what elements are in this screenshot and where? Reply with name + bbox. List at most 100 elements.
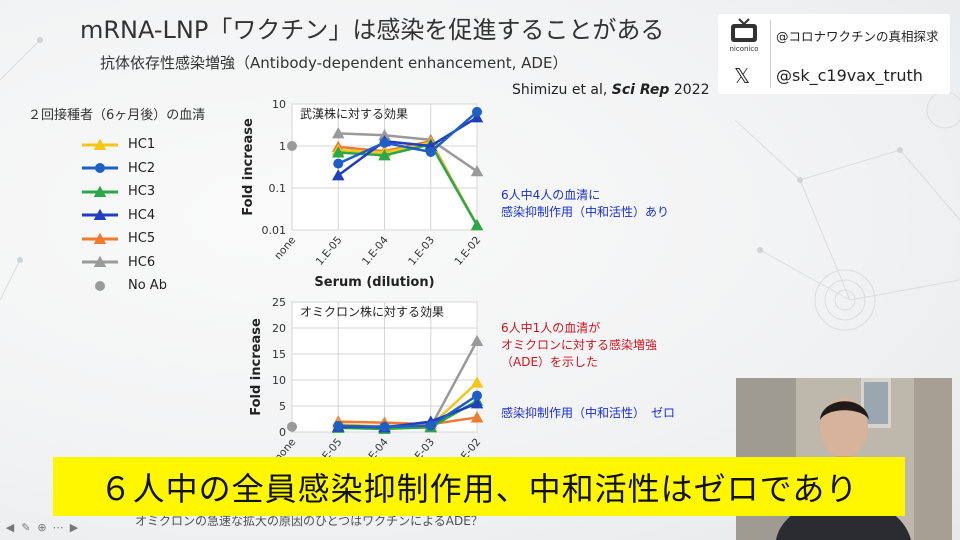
- legend-marker: [93, 185, 107, 197]
- legend-swatch: [95, 280, 105, 291]
- data-point: [333, 158, 344, 169]
- legend-label: HC2: [128, 160, 156, 176]
- data-point: [332, 127, 345, 139]
- legend-label: HC6: [128, 254, 156, 270]
- y-tick-label: 0: [279, 426, 286, 439]
- data-point: [379, 137, 390, 148]
- data-point: [333, 420, 344, 431]
- legend-title: ２回接種者（6ヶ月後）の血清: [28, 108, 206, 123]
- series-line-hc2: [337, 110, 478, 165]
- x-tick-label: 1.E-04: [360, 234, 391, 268]
- niconico-logo-text: niconico: [729, 45, 759, 53]
- x-logo-icon: 𝕏: [734, 64, 751, 88]
- prev-arrow-icon[interactable]: ◀: [5, 521, 15, 534]
- y-axis-label: Fold increase: [241, 118, 256, 216]
- legend-swatch: [82, 138, 118, 150]
- legend-label: No Ab: [128, 278, 167, 294]
- menu-icon[interactable]: ⋯: [52, 521, 64, 534]
- note-line: 6人中1人の血清が: [501, 321, 601, 335]
- x-handle: @sk_c19vax_truth: [776, 66, 923, 85]
- niconico-handle: @コロナワクチンの真相探求: [776, 29, 939, 44]
- niconico-logo: niconico: [724, 18, 764, 60]
- data-point: [470, 165, 484, 177]
- note-ade-1-of-6: 6人中1人の血清が オミクロンに対する感染増強 （ADE）を示した: [501, 320, 657, 371]
- legend-marker: [93, 209, 107, 221]
- data-point: [332, 169, 345, 181]
- legend-item: No Ab: [28, 274, 248, 298]
- legend-label: HC5: [128, 231, 156, 247]
- data-point: [470, 411, 484, 423]
- data-point: [378, 149, 391, 161]
- y-tick-label: 0.1: [269, 182, 287, 195]
- subtitle-caption: ６人中の全員感染抑制作用、中和活性はゼロであり: [53, 457, 905, 516]
- y-tick-label: 5: [279, 400, 286, 413]
- data-point: [425, 146, 436, 157]
- legend-swatch: [82, 256, 118, 268]
- slide-subtitle: 抗体依存性感染増強（Antibody-dependent enhancement…: [100, 54, 568, 72]
- data-point: [472, 390, 482, 401]
- zoom-icon[interactable]: ⊕: [37, 521, 47, 534]
- legend-item: HC5: [28, 227, 248, 251]
- wuhan-strain-chart: 10 1 0.1 0.01 none 1.E-05 1.E-04 1.E-03 1.E-02 Fo…: [240, 96, 500, 296]
- data-point: [472, 106, 482, 117]
- citation: Shimizu et al, Sci Rep 2022: [512, 82, 710, 98]
- chart-title: 武漢株に対する効果: [300, 106, 408, 121]
- y-tick-label: 10: [272, 98, 286, 111]
- legend-item: HC3: [28, 180, 248, 204]
- chart-title: オミクロン株に対する効果: [300, 304, 444, 319]
- pen-icon[interactable]: ✎: [21, 521, 31, 534]
- chart-legend: ２回接種者（6ヶ月後）の血清 HC1 HC2 HC3 HC4 HC5 HC6 No Ab: [28, 104, 248, 298]
- channel-branding: niconico @コロナワクチンの真相探求 𝕏 @sk_c19vax_trut…: [718, 14, 950, 94]
- y-tick-label: 1: [279, 140, 286, 153]
- y-tick-label: 0.01: [262, 224, 287, 237]
- x-tick-label: none: [272, 234, 298, 262]
- note-line: 感染抑制作用（中和活性）あり: [501, 205, 670, 219]
- tv-icon: [731, 18, 757, 42]
- data-point: [332, 146, 345, 158]
- note-line: 感染抑制作用（中和活性） ゼロ: [501, 406, 676, 420]
- note-line: オミクロンに対する感染増強: [501, 338, 658, 352]
- omicron-strain-chart: 25 20 15 10 5 0 none 1.E-05 1.E-04 1.E-03 1.E-02 Fo…: [240, 296, 500, 470]
- next-arrow-icon[interactable]: ▶: [69, 521, 79, 534]
- note-line: （ADE）を示した: [501, 355, 599, 369]
- slide-bottom-text: オミクロンの急速な拡大の原因のひとつはワクチンによるADE？: [135, 514, 483, 528]
- series-line-hc2: [338, 394, 478, 429]
- legend-item: HC4: [28, 204, 248, 228]
- legend-marker: [93, 256, 107, 268]
- series-line-hc6: [338, 132, 478, 173]
- legend-marker: [95, 280, 105, 291]
- caption-text: ６人中の全員感染抑制作用、中和活性はゼロであり: [99, 469, 859, 508]
- y-tick-label: 15: [272, 348, 286, 361]
- legend-marker: [93, 232, 107, 244]
- legend-items: HC1 HC2 HC3 HC4 HC5 HC6 No Ab: [28, 133, 248, 298]
- x-tick-label: 1.E-02: [452, 234, 483, 268]
- note-line: 6人中4人の血清に: [501, 188, 601, 202]
- note-neutralization-zero: 感染抑制作用（中和活性） ゼロ: [501, 405, 675, 422]
- x-axis-label: Serum (dilution): [314, 275, 434, 290]
- legend-item: HC6: [28, 251, 248, 275]
- data-point: [379, 421, 390, 432]
- legend-label: HC3: [128, 184, 156, 200]
- citation-journal: Sci Rep: [611, 82, 670, 98]
- y-tick-label: 20: [272, 322, 286, 335]
- citation-year: 2022: [669, 82, 710, 98]
- legend-item: HC2: [28, 157, 248, 181]
- data-point: [470, 376, 484, 388]
- data-point: [470, 397, 484, 409]
- brand-divider: [770, 20, 771, 88]
- legend-marker: [95, 163, 105, 174]
- legend-swatch: [82, 209, 118, 221]
- x-tick-label: 1.E-03: [406, 234, 437, 268]
- data-point: [287, 141, 297, 151]
- data-point: [378, 129, 391, 141]
- citation-author: Shimizu et al,: [512, 82, 612, 98]
- y-axis-label: Fold increase: [249, 318, 264, 416]
- legend-item: HC1: [28, 133, 248, 157]
- legend-label: HC1: [128, 137, 156, 153]
- y-tick-label: 10: [272, 374, 286, 387]
- legend-swatch: [82, 232, 118, 244]
- y-tick-label: 25: [272, 298, 286, 309]
